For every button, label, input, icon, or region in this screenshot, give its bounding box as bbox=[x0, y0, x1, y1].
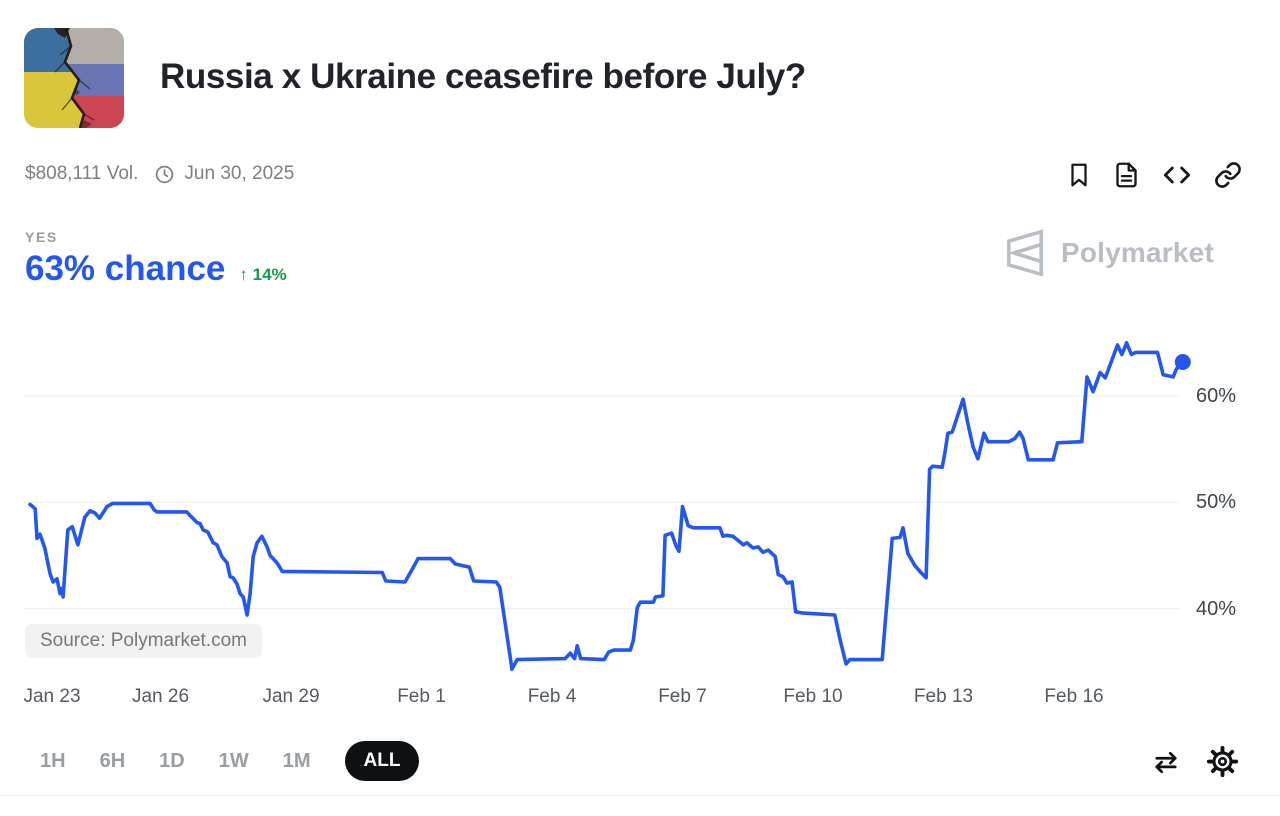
settings-button[interactable] bbox=[1205, 744, 1240, 779]
time-range-1w[interactable]: 1W bbox=[219, 741, 249, 781]
time-range-bar: 1H 6H 1D 1W 1M ALL bbox=[40, 741, 420, 781]
document-icon bbox=[1116, 162, 1137, 188]
y-axis-label: 60% bbox=[1196, 385, 1237, 407]
polymarket-wordmark: Polymarket bbox=[1061, 237, 1214, 268]
swap-arrows-icon bbox=[1155, 751, 1177, 773]
bookmark-button[interactable] bbox=[1064, 158, 1094, 192]
market-icon bbox=[24, 28, 124, 128]
x-axis-label: Jan 29 bbox=[262, 686, 320, 707]
polymarket-logo-icon bbox=[1007, 229, 1043, 277]
x-axis-label: Feb 13 bbox=[913, 686, 974, 707]
change-value: 14% bbox=[252, 265, 287, 284]
source-attribution: Source: Polymarket.com bbox=[25, 624, 262, 658]
rules-button[interactable] bbox=[1111, 158, 1142, 192]
y-axis-label: 50% bbox=[1196, 491, 1237, 514]
chance-value: 63% chance bbox=[25, 249, 226, 288]
end-date-text: Jun 30, 2025 bbox=[184, 163, 295, 184]
ukraine-russia-flag-image bbox=[24, 28, 124, 128]
market-title: Russia x Ukraine ceasefire before July? bbox=[160, 57, 806, 96]
chart-actions bbox=[1149, 744, 1240, 779]
price-chart[interactable] bbox=[24, 333, 1191, 675]
price-line bbox=[28, 341, 1185, 672]
embed-button[interactable] bbox=[1159, 158, 1195, 192]
time-range-6h[interactable]: 6H bbox=[100, 741, 126, 781]
x-axis-label: Feb 1 bbox=[397, 686, 446, 707]
link-icon bbox=[1215, 162, 1241, 188]
y-axis-label: 40% bbox=[1196, 597, 1237, 620]
clock-icon bbox=[154, 164, 175, 185]
time-range-all[interactable]: ALL bbox=[344, 741, 420, 781]
outcome-label: YES bbox=[25, 229, 58, 245]
bottom-divider bbox=[0, 795, 1280, 796]
x-axis-label: Jan 26 bbox=[131, 686, 190, 707]
x-axis-label: Jan 23 bbox=[23, 686, 81, 707]
x-axis-label: Feb 16 bbox=[1044, 686, 1104, 707]
outcome-block: YES 63% chance ↑ 14% bbox=[25, 229, 287, 289]
up-arrow-icon: ↑ bbox=[239, 265, 248, 284]
x-axis-label: Feb 4 bbox=[527, 686, 577, 707]
current-price-dot bbox=[1174, 354, 1191, 370]
toggle-outcome-button[interactable] bbox=[1149, 747, 1183, 777]
time-range-1h[interactable]: 1H bbox=[40, 741, 66, 781]
polymarket-watermark: Polymarket bbox=[1002, 226, 1214, 280]
gear-icon bbox=[1207, 746, 1238, 777]
code-icon bbox=[1163, 166, 1191, 184]
bookmark-icon bbox=[1071, 163, 1087, 187]
time-range-1d[interactable]: 1D bbox=[159, 741, 185, 781]
change-badge: ↑ 14% bbox=[239, 265, 286, 285]
header-actions bbox=[1064, 158, 1244, 192]
share-link-button[interactable] bbox=[1212, 158, 1244, 192]
time-range-1m[interactable]: 1M bbox=[283, 741, 311, 781]
market-meta: $808,111 Vol. Jun 30, 2025 bbox=[25, 163, 294, 185]
volume-text: $808,111 Vol. bbox=[25, 163, 139, 184]
x-axis-label: Feb 10 bbox=[783, 686, 843, 707]
x-axis-label: Feb 7 bbox=[658, 686, 707, 707]
